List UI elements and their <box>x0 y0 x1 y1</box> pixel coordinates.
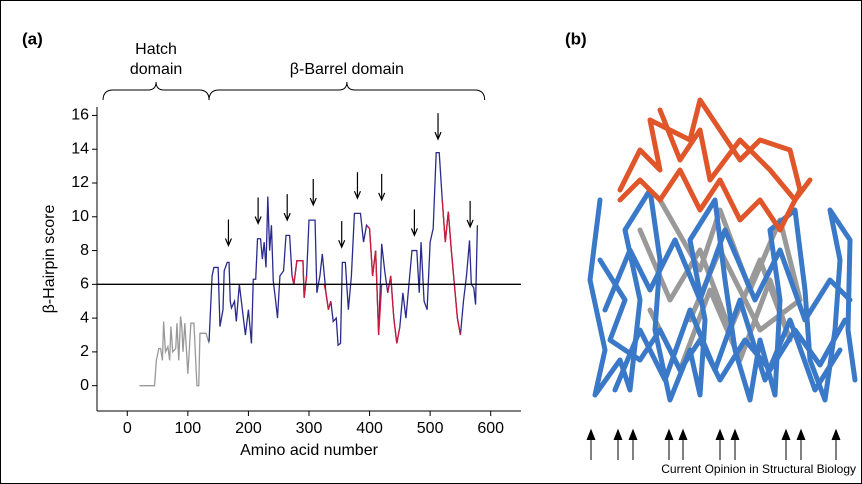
credit: Current Opinion in Structural Biology <box>661 462 856 476</box>
x-axis-label: Amino acid number <box>240 442 379 459</box>
arrow <box>309 178 317 207</box>
protein-structure <box>587 97 858 403</box>
x-tick-label: 0 <box>123 420 132 437</box>
panel-label: (b) <box>565 29 587 48</box>
loop <box>617 97 803 233</box>
x-tick-label: 500 <box>417 420 444 437</box>
arrow <box>613 428 623 460</box>
arrow <box>796 428 806 460</box>
arrow <box>466 200 474 229</box>
strand <box>612 297 843 393</box>
arrow <box>353 172 362 200</box>
loop <box>657 107 813 203</box>
line <box>291 199 462 344</box>
arrow <box>378 173 386 202</box>
arrow <box>730 428 740 460</box>
x-tick-label: 100 <box>175 420 202 437</box>
arrow <box>410 209 418 237</box>
arrow <box>781 428 791 460</box>
x-tick-label: 200 <box>235 420 262 437</box>
x-tick-label: 400 <box>356 420 383 437</box>
arrow <box>338 221 346 249</box>
y-tick-label: 10 <box>71 208 89 225</box>
y-tick-label: 6 <box>80 276 89 293</box>
arrow <box>283 194 291 222</box>
line <box>139 316 210 387</box>
y-tick-label: 8 <box>80 242 89 259</box>
position-arrows <box>586 428 841 460</box>
arrow <box>715 428 725 460</box>
arrow <box>628 428 638 460</box>
y-tick-label: 0 <box>80 377 89 394</box>
arrow <box>831 428 841 460</box>
x-tick-label: 300 <box>296 420 323 437</box>
y-axis-label: β-Hairpin score <box>41 205 58 314</box>
arrow <box>678 428 688 460</box>
annotation: Hatch <box>135 41 177 58</box>
panel-label: (a) <box>22 29 43 48</box>
arrow <box>664 428 674 460</box>
brace <box>208 81 486 101</box>
annotation: domain <box>130 61 182 78</box>
x-tick-label: 600 <box>477 420 504 437</box>
y-tick-label: 12 <box>71 174 89 191</box>
arrow <box>254 197 262 226</box>
chart: 0 2 4 6 8 10 12 14 16 0 100 200 300 400 500 600 Amino ac… <box>41 41 521 459</box>
y-tick-label: 16 <box>71 107 89 124</box>
annotation: β-Barrel domain <box>290 61 404 78</box>
line <box>208 151 479 347</box>
y-tick-label: 4 <box>80 309 89 326</box>
brace <box>102 81 210 101</box>
arrow <box>434 113 442 141</box>
strand <box>602 227 853 323</box>
arrow <box>586 428 596 460</box>
y-tick-label: 14 <box>71 140 89 157</box>
arrow <box>224 219 232 248</box>
y-tick-label: 2 <box>80 343 89 360</box>
